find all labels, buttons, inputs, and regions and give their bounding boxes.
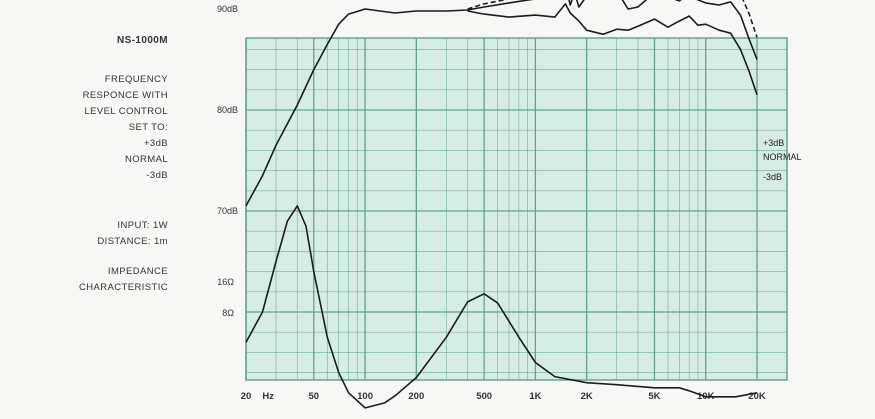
x-tick-label: 50 xyxy=(308,391,319,402)
curve-label: -3dB xyxy=(763,172,782,182)
description-line: FREQUENCY xyxy=(104,74,168,85)
impedance-tick-label: 16Ω xyxy=(217,277,234,287)
x-tick-label: 100 xyxy=(357,391,373,402)
input-line: DISTANCE: 1m xyxy=(97,236,168,247)
y-tick-label: 70dB xyxy=(217,206,238,216)
description-line: -3dB xyxy=(146,170,168,181)
model-label: NS-1000M xyxy=(117,35,168,46)
description-line: +3dB xyxy=(143,138,168,149)
impedance-line: CHARACTERISTIC xyxy=(79,282,168,293)
x-tick-label: 2K xyxy=(581,391,593,402)
series-line-impedance-characteristic xyxy=(245,205,758,409)
y-tick-label: 90dB xyxy=(217,4,238,14)
description-line: LEVEL CONTROL xyxy=(84,106,168,117)
input-line: INPUT: 1W xyxy=(117,220,168,231)
curve-label: +3dB xyxy=(763,138,784,148)
x-tick-label: Hz xyxy=(262,391,274,402)
plot-area xyxy=(245,37,788,381)
frequency-response-description: FREQUENCY RESPONCE WITH LEVEL CONTROL SET T… xyxy=(0,72,168,184)
test-conditions: INPUT: 1W DISTANCE: 1m xyxy=(0,218,168,250)
impedance-description: IMPEDANCE CHARACTERISTIC xyxy=(0,264,168,296)
series-line-normal xyxy=(245,0,758,207)
y-tick-label: 80dB xyxy=(217,105,238,115)
grid xyxy=(245,38,788,380)
x-tick-label: 500 xyxy=(476,391,492,402)
x-tick-label: 5K xyxy=(648,391,660,402)
impedance-tick-label: 8Ω xyxy=(222,308,234,318)
x-tick-label: 20K xyxy=(748,391,766,402)
description-line: NORMAL xyxy=(124,154,168,165)
x-tick-label: 200 xyxy=(408,391,424,402)
description-line: RESPONCE WITH xyxy=(82,90,168,101)
series-line--3db xyxy=(467,3,758,96)
impedance-line: IMPEDANCE xyxy=(107,266,168,277)
x-tick-label: 20 xyxy=(241,391,252,402)
description-line: SET TO: xyxy=(128,122,168,133)
curve-label: NORMAL xyxy=(763,152,802,162)
x-tick-label: 1K xyxy=(529,391,541,402)
